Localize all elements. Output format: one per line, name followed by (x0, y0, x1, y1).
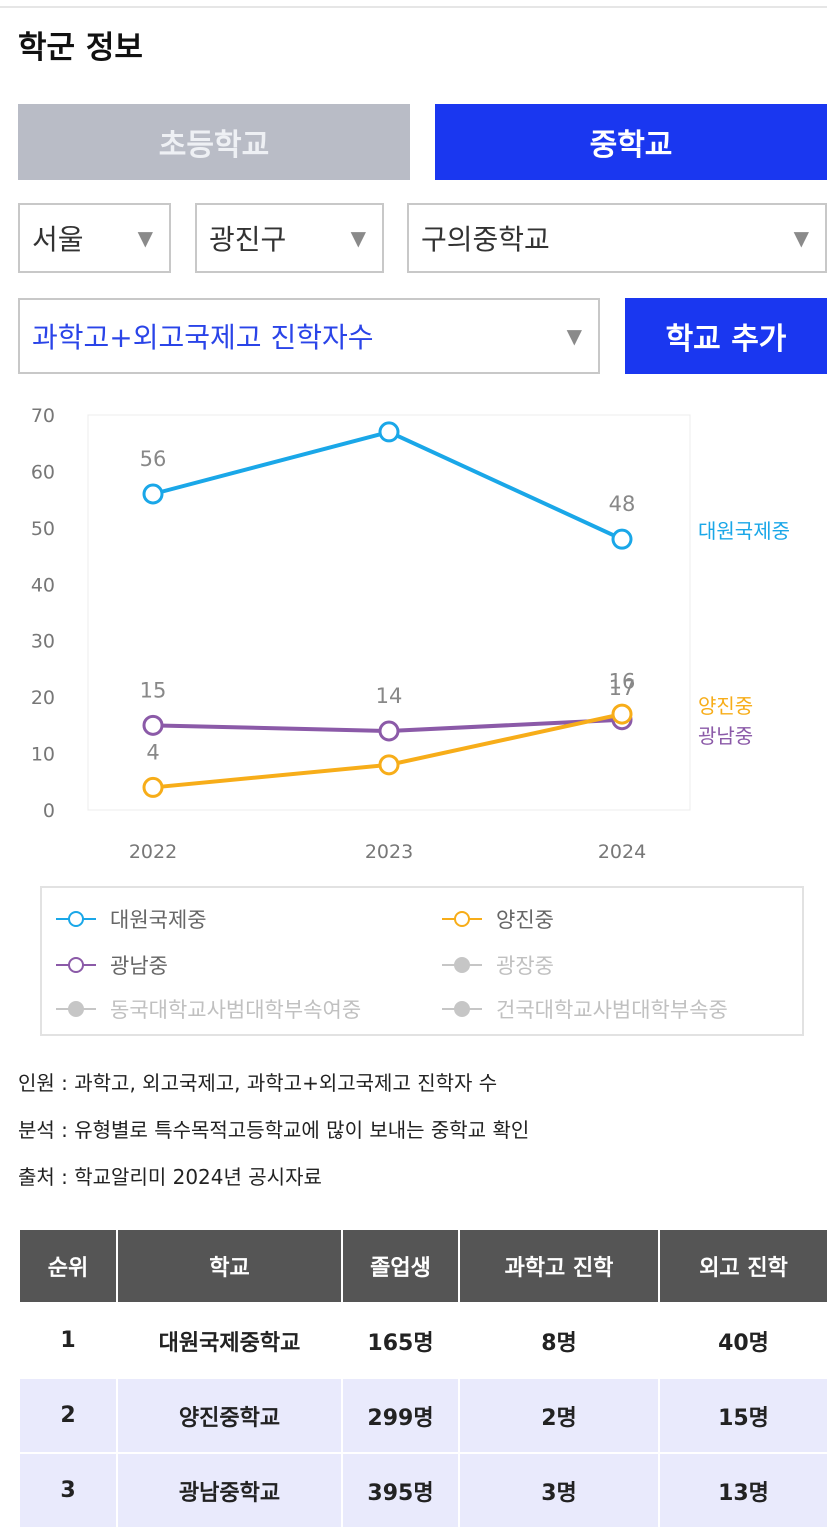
y-tick-label: 50 (31, 518, 55, 540)
legend-item[interactable]: 건국대학교사범대학부속중 (442, 994, 728, 1024)
legend-marker-icon (442, 955, 482, 975)
chevron-down-icon: ▼ (794, 226, 809, 250)
district-select-value: 광진구 (209, 218, 286, 258)
cell-rank: 3 (19, 1453, 117, 1528)
data-point (613, 530, 631, 548)
cell-foreign: 40명 (659, 1303, 827, 1378)
metric-select-value: 과학고+외고국제고 진학자수 (32, 316, 373, 356)
legend-label: 대원국제중 (110, 904, 207, 934)
school-select[interactable]: 구의중학교 ▼ (407, 203, 827, 273)
data-point (380, 756, 398, 774)
legend-item[interactable]: 광장중 (442, 950, 554, 980)
table-row: 1 대원국제중학교 165명 8명 40명 (19, 1303, 827, 1378)
table-header-row: 순위 학교 졸업생 과학고 진학 외고 진학 (19, 1229, 827, 1303)
col-header-science: 과학고 진학 (459, 1229, 659, 1303)
data-point (144, 485, 162, 503)
y-tick-label: 70 (31, 405, 55, 427)
cell-science: 2명 (459, 1378, 659, 1453)
page-title: 학군 정보 (18, 22, 143, 67)
school-select-value: 구의중학교 (421, 218, 550, 258)
series-end-label: 양진중 (698, 694, 753, 718)
data-point (144, 778, 162, 796)
data-point (380, 423, 398, 441)
legend-label: 광남중 (110, 950, 168, 980)
data-label: 15 (140, 678, 167, 702)
series-line (153, 432, 622, 539)
chevron-down-icon: ▼ (351, 226, 366, 250)
legend-label: 광장중 (496, 950, 554, 980)
data-label: 14 (376, 684, 403, 708)
legend-item[interactable]: 양진중 (442, 904, 554, 934)
series-end-label: 대원국제중 (698, 519, 790, 543)
cell-rank: 1 (19, 1303, 117, 1378)
table-row: 2 양진중학교 299명 2명 15명 (19, 1378, 827, 1453)
cell-school: 광남중학교 (117, 1453, 342, 1528)
data-label: 4 (146, 740, 159, 764)
legend-marker-icon (56, 909, 96, 929)
col-header-rank: 순위 (19, 1229, 117, 1303)
tab-elementary[interactable]: 초등학교 (18, 104, 410, 180)
cell-rank: 2 (19, 1378, 117, 1453)
y-tick-label: 20 (31, 687, 55, 709)
cell-graduates: 395명 (342, 1453, 459, 1528)
cell-graduates: 299명 (342, 1378, 459, 1453)
legend-label: 양진중 (496, 904, 554, 934)
top-divider (0, 6, 827, 8)
note-population: 인원 : 과학고, 외고국제고, 과학고+외고국제고 진학자 수 (18, 1066, 529, 1113)
y-tick-label: 0 (43, 800, 55, 822)
col-header-school: 학교 (117, 1229, 342, 1303)
table-row: 3 광남중학교 395명 3명 13명 (19, 1453, 827, 1528)
data-label: 56 (140, 447, 167, 471)
legend-marker-icon (442, 909, 482, 929)
add-school-button[interactable]: 학교 추가 (625, 298, 827, 374)
plot-area (88, 415, 690, 810)
y-tick-label: 30 (31, 631, 55, 653)
legend-label: 동국대학교사범대학부속여중 (110, 994, 361, 1024)
y-tick-label: 60 (31, 461, 55, 483)
cell-foreign: 15명 (659, 1378, 827, 1453)
tab-middle-school[interactable]: 중학교 (435, 104, 827, 180)
chart-legend: 대원국제중 양진중 광남중 광장중 동국대학교사범대학부속여중 건국대학교사범대… (40, 886, 804, 1036)
x-tick-label: 2023 (365, 841, 413, 863)
x-tick-label: 2022 (129, 841, 177, 863)
district-select[interactable]: 광진구 ▼ (195, 203, 384, 273)
city-select-value: 서울 (32, 218, 84, 258)
cell-science: 8명 (459, 1303, 659, 1378)
note-source: 출처 : 학교알리미 2024년 공시자료 (18, 1160, 529, 1207)
legend-item[interactable]: 광남중 (56, 950, 168, 980)
city-select[interactable]: 서울 ▼ (18, 203, 171, 273)
cell-school: 양진중학교 (117, 1378, 342, 1453)
x-tick-label: 2024 (598, 841, 646, 863)
chevron-down-icon: ▼ (567, 324, 582, 348)
y-tick-label: 40 (31, 574, 55, 596)
line-chart: 0 10 20 30 40 50 60 70 2022 2023 2024 56 48 대원국제중 15 14… (0, 395, 827, 875)
series-end-label: 광남중 (698, 724, 753, 748)
legend-label: 건국대학교사범대학부속중 (496, 994, 728, 1024)
cell-school: 대원국제중학교 (117, 1303, 342, 1378)
legend-marker-icon (442, 999, 482, 1019)
cell-graduates: 165명 (342, 1303, 459, 1378)
y-tick-label: 10 (31, 744, 55, 766)
col-header-graduates: 졸업생 (342, 1229, 459, 1303)
col-header-foreign: 외고 진학 (659, 1229, 827, 1303)
legend-marker-icon (56, 999, 96, 1019)
cell-foreign: 13명 (659, 1453, 827, 1528)
note-analysis: 분석 : 유형별로 특수목적고등학교에 많이 보내는 중학교 확인 (18, 1113, 529, 1160)
legend-marker-icon (56, 955, 96, 975)
data-label: 48 (609, 492, 636, 516)
metric-select[interactable]: 과학고+외고국제고 진학자수 ▼ (18, 298, 600, 374)
chart-notes: 인원 : 과학고, 외고국제고, 과학고+외고국제고 진학자 수 분석 : 유형… (18, 1066, 529, 1207)
chevron-down-icon: ▼ (138, 226, 153, 250)
data-point (380, 722, 398, 740)
data-point (144, 716, 162, 734)
ranking-table: 순위 학교 졸업생 과학고 진학 외고 진학 1 대원국제중학교 165명 8명… (18, 1228, 827, 1529)
cell-science: 3명 (459, 1453, 659, 1528)
legend-item[interactable]: 대원국제중 (56, 904, 207, 934)
legend-item[interactable]: 동국대학교사범대학부속여중 (56, 994, 361, 1024)
data-point (613, 705, 631, 723)
data-label: 17 (609, 676, 636, 700)
